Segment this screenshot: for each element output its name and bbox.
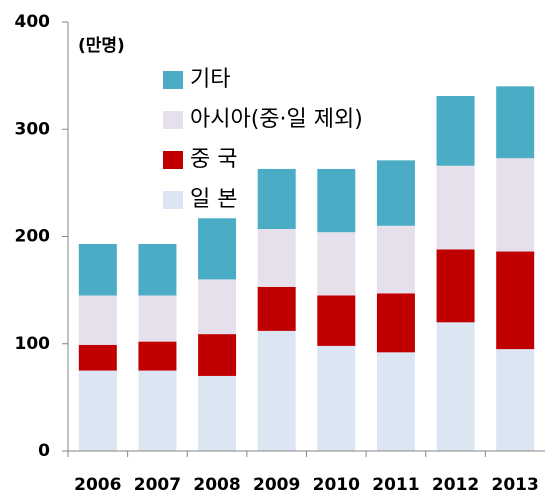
bar-segment bbox=[317, 345, 356, 451]
legend-swatch bbox=[163, 71, 183, 89]
bar-segment bbox=[138, 244, 177, 296]
y-tick-label: 0 bbox=[38, 441, 50, 461]
bar-segment bbox=[376, 293, 415, 353]
x-tick-label: 2007 bbox=[134, 475, 181, 495]
bar-segment bbox=[376, 352, 415, 451]
x-tick-label: 2011 bbox=[372, 475, 419, 495]
legend-swatch bbox=[163, 151, 183, 169]
bar-segment bbox=[317, 232, 356, 296]
unit-label: (만명) bbox=[78, 36, 125, 56]
bar-segment bbox=[78, 244, 117, 296]
bar-segment bbox=[436, 322, 475, 451]
legend-label: 일 본 bbox=[190, 187, 237, 212]
bar-segment bbox=[78, 370, 117, 451]
x-tick-label: 2008 bbox=[193, 475, 240, 495]
bar-segment bbox=[198, 375, 237, 451]
bar-segment bbox=[78, 295, 117, 345]
legend-label: 기타 bbox=[190, 67, 230, 92]
y-tick-label: 400 bbox=[15, 12, 51, 32]
bar-segment bbox=[138, 370, 177, 451]
bar-segment bbox=[78, 344, 117, 371]
x-tick-label: 2009 bbox=[253, 475, 300, 495]
bar-segment bbox=[436, 96, 475, 166]
legend-swatch bbox=[163, 191, 183, 209]
legend-label: 중 국 bbox=[190, 147, 237, 172]
legend-label: 아시아(중·일 제외) bbox=[190, 107, 363, 132]
bar-segment bbox=[257, 168, 296, 229]
bar-segment bbox=[257, 330, 296, 451]
bar-segment bbox=[376, 160, 415, 226]
bar-segment bbox=[198, 334, 237, 376]
bar-segment bbox=[496, 86, 535, 159]
bar-segment bbox=[257, 286, 296, 331]
y-tick-label: 100 bbox=[15, 334, 51, 354]
bar-segment bbox=[317, 168, 356, 233]
bar-segment bbox=[436, 165, 475, 250]
bar-segment bbox=[436, 249, 475, 323]
x-tick-label: 2013 bbox=[492, 475, 539, 495]
x-tick-label: 2012 bbox=[432, 475, 479, 495]
bar-segment bbox=[138, 341, 177, 371]
bar-segment bbox=[198, 218, 237, 280]
legend-swatch bbox=[163, 111, 183, 129]
x-tick-label: 2010 bbox=[313, 475, 360, 495]
y-tick-label: 200 bbox=[15, 227, 51, 247]
bar-segment bbox=[138, 295, 177, 342]
bar-segment bbox=[496, 251, 535, 350]
x-tick-label: 2006 bbox=[74, 475, 121, 495]
y-tick-label: 300 bbox=[15, 119, 51, 139]
bar-segment bbox=[496, 158, 535, 252]
bar-segment bbox=[317, 295, 356, 346]
bar-segment bbox=[198, 279, 237, 335]
bar-segment bbox=[376, 225, 415, 294]
bar-segment bbox=[496, 349, 535, 451]
bar-segment bbox=[257, 228, 296, 287]
